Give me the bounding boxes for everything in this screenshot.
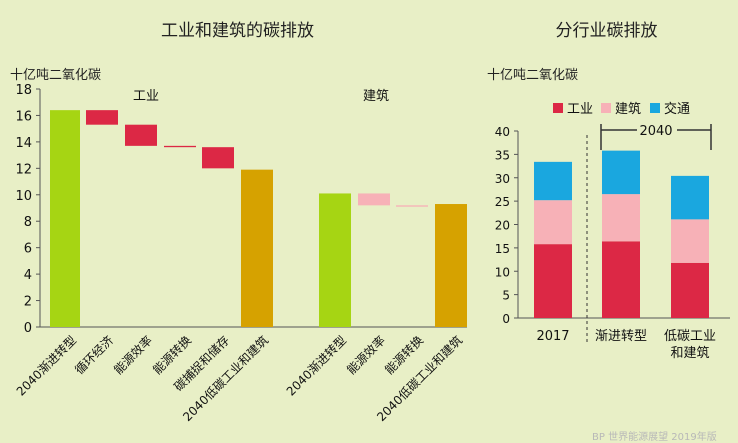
right-y-tick-label: 20 (495, 219, 510, 233)
legend-label: 建筑 (615, 101, 641, 117)
left-y-tick-label: 18 (15, 83, 32, 98)
right-y-tick-label: 5 (502, 289, 510, 303)
waterfall-bar (164, 145, 196, 148)
right-y-tick-label: 40 (495, 125, 510, 139)
legend-swatch (601, 103, 611, 113)
left-group-label: 工业 (133, 89, 159, 104)
waterfall-bar (202, 147, 234, 169)
right-x-tick-label: 和建筑 (670, 345, 709, 361)
right-y-tick-label: 15 (495, 242, 510, 256)
stacked-segment (602, 150, 640, 195)
right-x-tick-label: 2017 (536, 329, 569, 344)
right-x-tick-label: 低碳工业 (664, 329, 716, 344)
waterfall-bar (125, 124, 157, 146)
legend-swatch (553, 103, 563, 113)
right-y-tick-label: 0 (502, 312, 510, 326)
industry-building-panel: 工业和建筑的碳排放 十亿吨二氧化碳 0 2 4 6 8 10 12 14 16 18 工业 2040渐… (10, 21, 467, 424)
left-y-tick-label: 2 (24, 295, 32, 310)
waterfall-bar (396, 205, 428, 207)
stacked-segment (671, 219, 709, 263)
bracket-label-bg (637, 122, 677, 138)
waterfall-bar (50, 110, 80, 328)
stacked-segment (602, 194, 640, 242)
left-chart-title: 工业和建筑的碳排放 (161, 21, 314, 41)
stacked-segment (534, 200, 572, 245)
stacked-segment (671, 175, 709, 220)
stacked-segment (671, 262, 709, 318)
left-x-tick-label: 循环经济 (72, 333, 117, 378)
left-x-tick-label: 能源效率 (344, 333, 389, 378)
left-y-tick-label: 6 (24, 242, 32, 257)
left-y-tick-label: 16 (15, 109, 32, 124)
legend-swatch (650, 103, 660, 113)
right-y-tick-label: 10 (495, 265, 510, 279)
left-y-tick-label: 10 (15, 189, 32, 204)
waterfall-bar (319, 193, 351, 327)
right-x-tick-label: 渐进转型 (595, 329, 647, 344)
legend-label: 工业 (567, 102, 593, 117)
waterfall-bar (435, 204, 467, 327)
stacked-bar-chart: 0 5 10 15 20 25 30 35 40 工业 建筑 交通 2017 渐进转型 低碳工业和建筑 204… (495, 101, 730, 361)
bracket-label: 2040 (639, 124, 672, 139)
legend-label: 交通 (664, 101, 690, 117)
left-y-tick-label: 4 (24, 268, 32, 283)
waterfall-bar (86, 110, 118, 125)
left-x-tick-label: 能源效率 (111, 333, 156, 378)
waterfall-bar (358, 193, 390, 206)
stacked-segment (602, 241, 640, 318)
right-chart-title: 分行业碳排放 (555, 21, 658, 41)
left-x-tick-label: 2040渐进转型 (283, 333, 349, 399)
left-x-tick-label: 2040渐进转型 (13, 333, 79, 399)
left-unit-label: 十亿吨二氧化碳 (10, 68, 102, 83)
sector-panel: 分行业碳排放 十亿吨二氧化碳 0 5 10 15 20 25 30 35 40 工业 建筑 交通 201… (475, 0, 738, 436)
left-y-tick-label: 8 (24, 215, 32, 230)
right-y-tick-label: 25 (495, 195, 510, 209)
waterfall-bar (241, 169, 273, 327)
right-y-tick-label: 35 (495, 148, 510, 162)
stacked-segment (534, 244, 572, 318)
right-unit-label: 十亿吨二氧化碳 (487, 68, 579, 83)
left-y-tick-label: 0 (24, 321, 32, 336)
left-y-tick-label: 14 (15, 136, 32, 151)
right-y-tick-label: 30 (495, 172, 510, 186)
left-group-label: 建筑 (363, 88, 389, 104)
stacked-segment (534, 161, 572, 201)
left-y-tick-label: 12 (15, 162, 32, 177)
